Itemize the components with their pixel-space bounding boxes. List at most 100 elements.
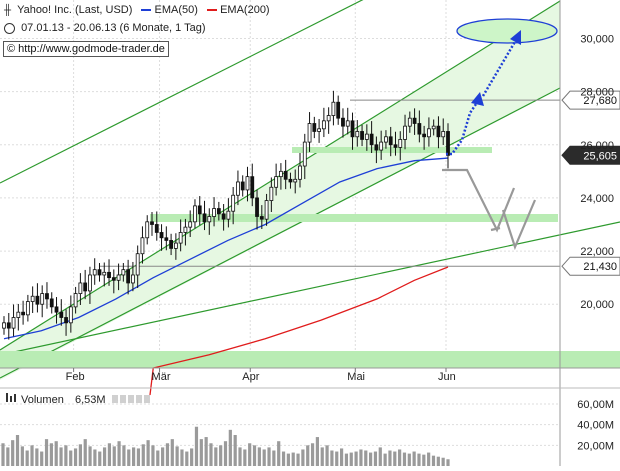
candle (111, 269, 116, 294)
volume-bar (175, 446, 179, 466)
candle (183, 218, 188, 246)
candle (64, 309, 68, 336)
candle (226, 198, 231, 228)
volume-bar (223, 441, 228, 466)
candle-body (255, 197, 259, 217)
volume-bar (117, 441, 121, 466)
candle-body (212, 208, 216, 217)
candle (197, 196, 202, 226)
candle (407, 111, 412, 133)
source-url[interactable]: © http://www.godmode-trader.de (3, 41, 169, 57)
volume-bar (6, 447, 10, 466)
candle (25, 294, 30, 322)
candle-body (341, 117, 345, 127)
volume-bar (190, 448, 194, 466)
candle-body (283, 170, 288, 180)
candle (446, 123, 450, 169)
volume-bar (388, 450, 392, 466)
candle-body (159, 232, 164, 239)
volume-bar (248, 443, 252, 466)
volume-icon (14, 394, 16, 402)
volume-bar (344, 453, 349, 466)
volume-bar (185, 451, 189, 466)
legend-line-2: 07.01.13 - 20.06.13 (6 Monate, 1 Tag) (4, 22, 206, 34)
volume-bar (40, 451, 44, 466)
volume-bar (407, 453, 411, 466)
volume-y-tick-label: 20,00M (577, 440, 614, 452)
volume-bar (349, 452, 353, 466)
candle (398, 131, 403, 161)
volume-bar (204, 437, 208, 466)
candle (21, 300, 25, 325)
volume-panel: Volumen 6,53M 20,00M 40,00M 60,00M (0, 393, 614, 466)
volume-icon (10, 396, 12, 402)
candle (321, 107, 326, 138)
support-zone-lower (0, 351, 620, 368)
candle (379, 130, 384, 160)
candle (126, 259, 131, 295)
candle (59, 299, 64, 326)
price-marker-box (561, 256, 620, 276)
volume-bar (286, 453, 290, 466)
volume-bar (398, 449, 402, 466)
candle (412, 108, 417, 135)
candle (193, 199, 197, 229)
candle-body (135, 253, 140, 276)
candle (202, 200, 207, 231)
volume-y-tick-label: 40,00M (577, 420, 614, 432)
candle (97, 263, 102, 282)
candle-body (317, 128, 321, 132)
volume-swatch (128, 395, 134, 403)
price-marker-box (561, 90, 620, 110)
volume-bar (30, 445, 34, 466)
candle-body (59, 311, 64, 318)
candle (83, 269, 88, 300)
candle (274, 163, 279, 196)
target-ellipse (456, 18, 558, 44)
support-zone-upper (292, 147, 492, 153)
candle (102, 262, 107, 287)
volume-bar (320, 447, 324, 466)
x-tick-label: Feb (66, 371, 85, 383)
volume-title: Volumen (21, 394, 64, 406)
candle-body (45, 293, 49, 300)
volume-bar (257, 447, 261, 466)
candle (388, 126, 393, 157)
volume-bar (107, 443, 112, 466)
candle (331, 90, 336, 126)
volume-bar (373, 451, 378, 466)
candle-body (417, 123, 422, 135)
candle-body (279, 170, 283, 178)
candle-body (307, 123, 312, 143)
candle (336, 95, 341, 125)
volume-bar (291, 452, 295, 466)
volume-bar (243, 449, 247, 466)
candle-body (393, 144, 398, 148)
price-level-lines: 27,680 25,605 21,430 (100, 90, 620, 276)
channel-lower (0, 87, 561, 379)
volume-bar (310, 443, 315, 466)
support-zone-middle (150, 214, 558, 222)
x-tick-label: Mär (152, 371, 171, 383)
ema50-line (3, 157, 449, 340)
volume-bar (262, 449, 266, 466)
x-tick-label: Apr (242, 371, 259, 383)
volume-header: Volumen 6,53M (6, 393, 150, 406)
candle (169, 233, 173, 256)
volume-bar (44, 439, 49, 466)
candle-body (259, 216, 264, 220)
candle-body (92, 269, 97, 276)
candle (369, 121, 374, 153)
candle-body (111, 277, 116, 281)
candle-body (178, 232, 183, 244)
volume-bar (378, 447, 382, 466)
candle-body (78, 282, 83, 294)
volume-bar (233, 435, 237, 466)
candle-body (364, 133, 369, 140)
ema50-swatch (141, 9, 152, 12)
candle (173, 233, 178, 260)
candle (54, 297, 59, 324)
volume-bar (417, 453, 421, 466)
